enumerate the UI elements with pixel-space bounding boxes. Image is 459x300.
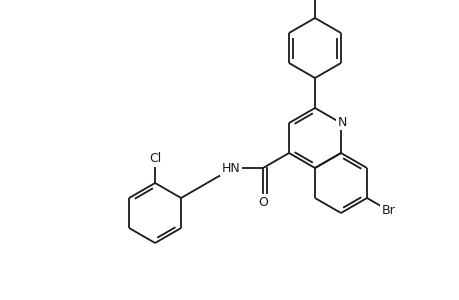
Text: Cl: Cl (149, 152, 161, 165)
Text: O: O (257, 196, 268, 208)
Text: Br: Br (381, 204, 394, 217)
Text: HN: HN (221, 161, 240, 175)
Text: N: N (336, 116, 346, 128)
